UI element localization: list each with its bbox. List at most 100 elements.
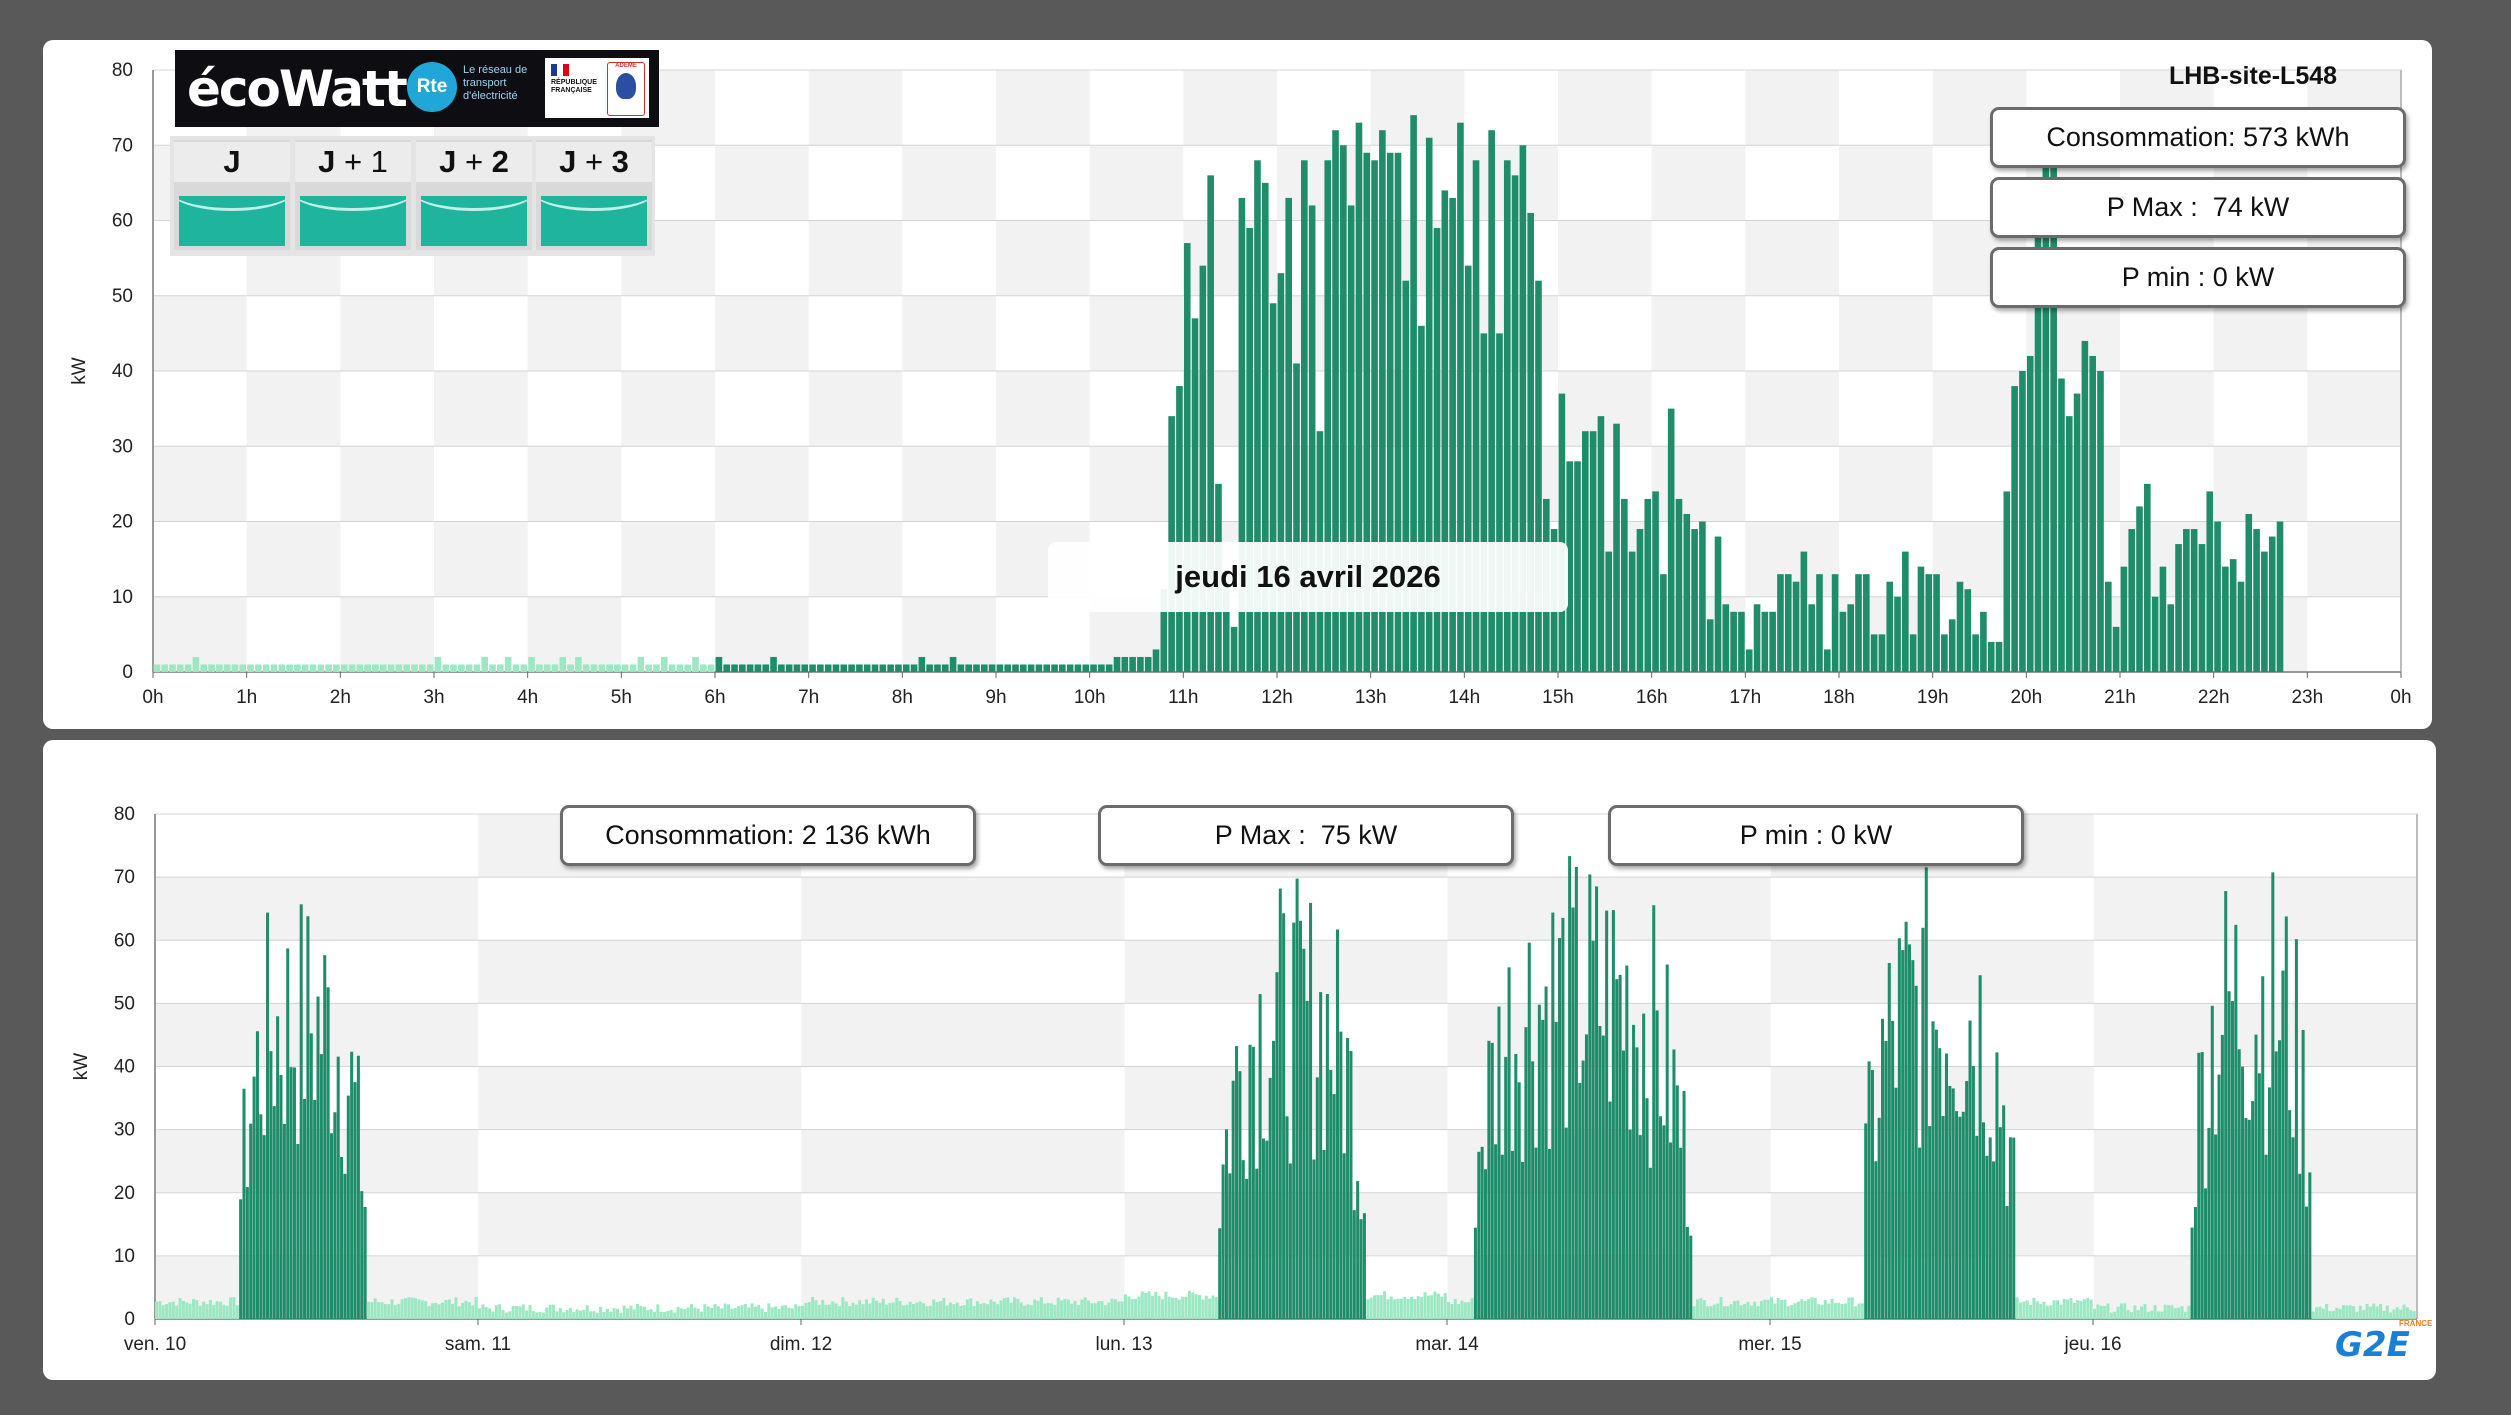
consumption-bar (1658, 1116, 1662, 1319)
consumption-bar (2311, 1311, 2315, 1319)
consumption-bar (2050, 152, 2057, 672)
consumption-bar (848, 1306, 852, 1319)
grid-cell (1745, 70, 1839, 146)
consumption-bar (2089, 355, 2096, 672)
consumption-bar (760, 1308, 764, 1319)
consumption-bar (2230, 1001, 2234, 1319)
consumption-bar (548, 1304, 552, 1319)
consumption-bar (2086, 1297, 2090, 1319)
consumption-bar (1981, 1122, 1985, 1319)
consumption-bar (1183, 243, 1191, 672)
grid-cell (340, 446, 434, 522)
consumption-bar (471, 1305, 475, 1319)
consumption-bar (1887, 962, 1891, 1319)
consumption-bar (2395, 1307, 2399, 1319)
consumption-bar (1199, 265, 1207, 672)
consumption-bar (922, 1303, 926, 1319)
grid-cell (715, 446, 809, 522)
consumption-bar (2328, 1311, 2332, 1319)
consumption-bar (249, 1123, 253, 1319)
grid-cell (478, 940, 802, 1004)
consumption-bar (2159, 566, 2167, 672)
consumption-bar (1925, 574, 1933, 672)
consumption-bar (1987, 641, 1995, 672)
consumption-bar (1447, 1301, 1451, 1319)
ecowatt-logo: écoWatt (187, 60, 408, 118)
consumption-bar (621, 664, 629, 672)
grid-cell (808, 521, 903, 597)
consumption-bar (1672, 1049, 1676, 1319)
consumption-bar (1793, 1303, 1797, 1319)
consumption-bar (844, 1301, 848, 1319)
consumption-bar (801, 664, 809, 672)
consumption-bar (1730, 611, 1737, 672)
consumption-bar (1933, 574, 1940, 672)
consumption-bar (2341, 1305, 2346, 1319)
consumption-bar (2301, 1030, 2305, 1319)
ecowatt-day-j2[interactable]: J + 2 (416, 140, 532, 250)
consumption-bar (1285, 1116, 1289, 1319)
consumption-bar (1441, 190, 1449, 672)
consumption-bar (1127, 1296, 1131, 1319)
consumption-bar (2375, 1306, 2379, 1319)
consumption-bar (1204, 1295, 1208, 1319)
consumption-bar (2183, 1311, 2187, 1319)
consumption-bar (1544, 986, 1548, 1319)
consumption-bar (1484, 1169, 1488, 1319)
consumption-bar (713, 1304, 717, 1319)
consumption-bar (2151, 596, 2159, 672)
consumption-bar (333, 1112, 337, 1319)
consumption-bar (2183, 529, 2190, 672)
consumption-bar (222, 1304, 226, 1319)
consumption-bar (2093, 1308, 2097, 1319)
consumption-bar (2022, 1301, 2026, 1319)
consumption-bar (2253, 529, 2260, 672)
consumption-bar (1588, 874, 1592, 1319)
grid-cell (1651, 145, 1746, 221)
ecowatt-banner[interactable]: écoWatt Rte Le réseau de transport d'éle… (175, 50, 659, 127)
consumption-bar (1410, 115, 1417, 672)
consumption-bar (1998, 1127, 2002, 1319)
consumption-bar (1020, 664, 1027, 672)
grid-cell (1277, 145, 1371, 221)
consumption-bar (364, 664, 371, 672)
consumption-bar (955, 1302, 959, 1319)
consumption-bar (229, 1297, 233, 1319)
consumption-bar (1541, 1019, 1545, 1319)
ecowatt-day-j[interactable]: J (174, 140, 290, 250)
consumption-bar (1137, 656, 1144, 672)
consumption-bar (2153, 1305, 2157, 1319)
consumption-bar (1245, 1178, 1249, 1319)
consumption-bar (270, 664, 278, 672)
ecowatt-day-j3[interactable]: J + 3 (536, 140, 652, 250)
consumption-bar (1117, 1301, 1121, 1319)
consumption-bar (1086, 1300, 1091, 1319)
consumption-bar (663, 1312, 667, 1319)
consumption-bar (817, 664, 824, 672)
consumption-bar (1761, 611, 1769, 672)
consumption-bar (1157, 1295, 1161, 1319)
y-tick-label: 60 (112, 211, 133, 232)
consumption-bar (575, 656, 582, 672)
consumption-bar (1302, 948, 1306, 1319)
consumption-bar (1914, 985, 1918, 1319)
consumption-bar (1955, 1111, 1959, 1319)
consumption-bar (599, 1306, 603, 1319)
consumption-bar (1699, 521, 1706, 672)
consumption-bar (926, 664, 933, 672)
consumption-bar (442, 664, 450, 672)
republique-francaise-logo: RÉPUBLIQUE FRANÇAISE ADEME (545, 58, 649, 118)
consumption-bar (319, 1054, 323, 1319)
consumption-bar (1480, 333, 1488, 672)
consumption-bar (660, 656, 668, 672)
consumption-bar (1230, 626, 1238, 672)
consumption-bar (582, 664, 590, 672)
consumption-bar (879, 664, 887, 672)
consumption-bar (1238, 197, 1246, 673)
ecowatt-day-j1[interactable]: J + 1 (295, 140, 411, 250)
consumption-bar (525, 1310, 529, 1319)
consumption-bar (1823, 1299, 1827, 1319)
consumption-bar (165, 1304, 169, 1319)
consumption-bar (973, 664, 980, 672)
consumption-bar (646, 1310, 650, 1319)
